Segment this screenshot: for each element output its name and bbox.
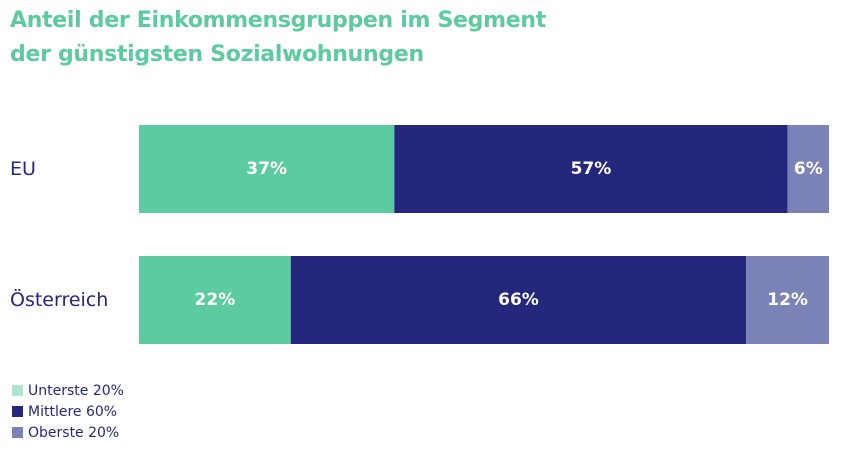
bar-oesterreich-unterste-20	[139, 256, 291, 344]
bar-oesterreich-mittlere-60-value-label: 66%	[498, 290, 539, 310]
chart-legend: Unterste 20% Mittlere 60% Oberste 20%	[12, 380, 124, 443]
legend-item-unterste-20: Unterste 20%	[12, 380, 124, 401]
stacked-bar-chart: EU 37% 57% 6% Österreich 22% 66% 12%	[10, 125, 829, 344]
bar-eu-oberste-20-value-label: 6%	[794, 159, 823, 179]
legend-item-oberste-20: Oberste 20%	[12, 422, 124, 443]
category-label-eu: EU	[10, 158, 36, 180]
chart-title-line-2: der günstigsten Sozialwohnungen	[10, 42, 424, 67]
legend-label-oberste-20: Oberste 20%	[28, 424, 120, 441]
legend-swatch-oberste-20	[12, 427, 23, 438]
bar-eu-unterste-20-value-label: 37%	[246, 159, 287, 179]
category-label-oesterreich: Österreich	[10, 288, 108, 311]
bar-oesterreich-oberste-20	[746, 256, 829, 344]
bar-eu-mittlere-60-value-label: 57%	[571, 159, 612, 179]
legend-label-unterste-20: Unterste 20%	[28, 382, 124, 399]
bar-oesterreich-oberste-20-value-label: 12%	[767, 290, 808, 310]
legend-swatch-unterste-20	[12, 385, 23, 396]
bar-eu-mittlere-60	[394, 125, 788, 213]
bar-oesterreich-mittlere-60	[290, 256, 747, 344]
chart-title: Anteil der Einkommensgruppen im Segment …	[10, 4, 830, 72]
chart-title-line-1: Anteil der Einkommensgruppen im Segment	[10, 8, 546, 33]
bar-eu-unterste-20	[139, 125, 395, 213]
bar-oesterreich-unterste-20-value-label: 22%	[195, 290, 236, 310]
legend-label-mittlere-60: Mittlere 60%	[28, 403, 118, 420]
legend-item-mittlere-60: Mittlere 60%	[12, 401, 124, 422]
bar-eu-oberste-20	[787, 125, 829, 213]
legend-swatch-mittlere-60	[12, 406, 23, 417]
